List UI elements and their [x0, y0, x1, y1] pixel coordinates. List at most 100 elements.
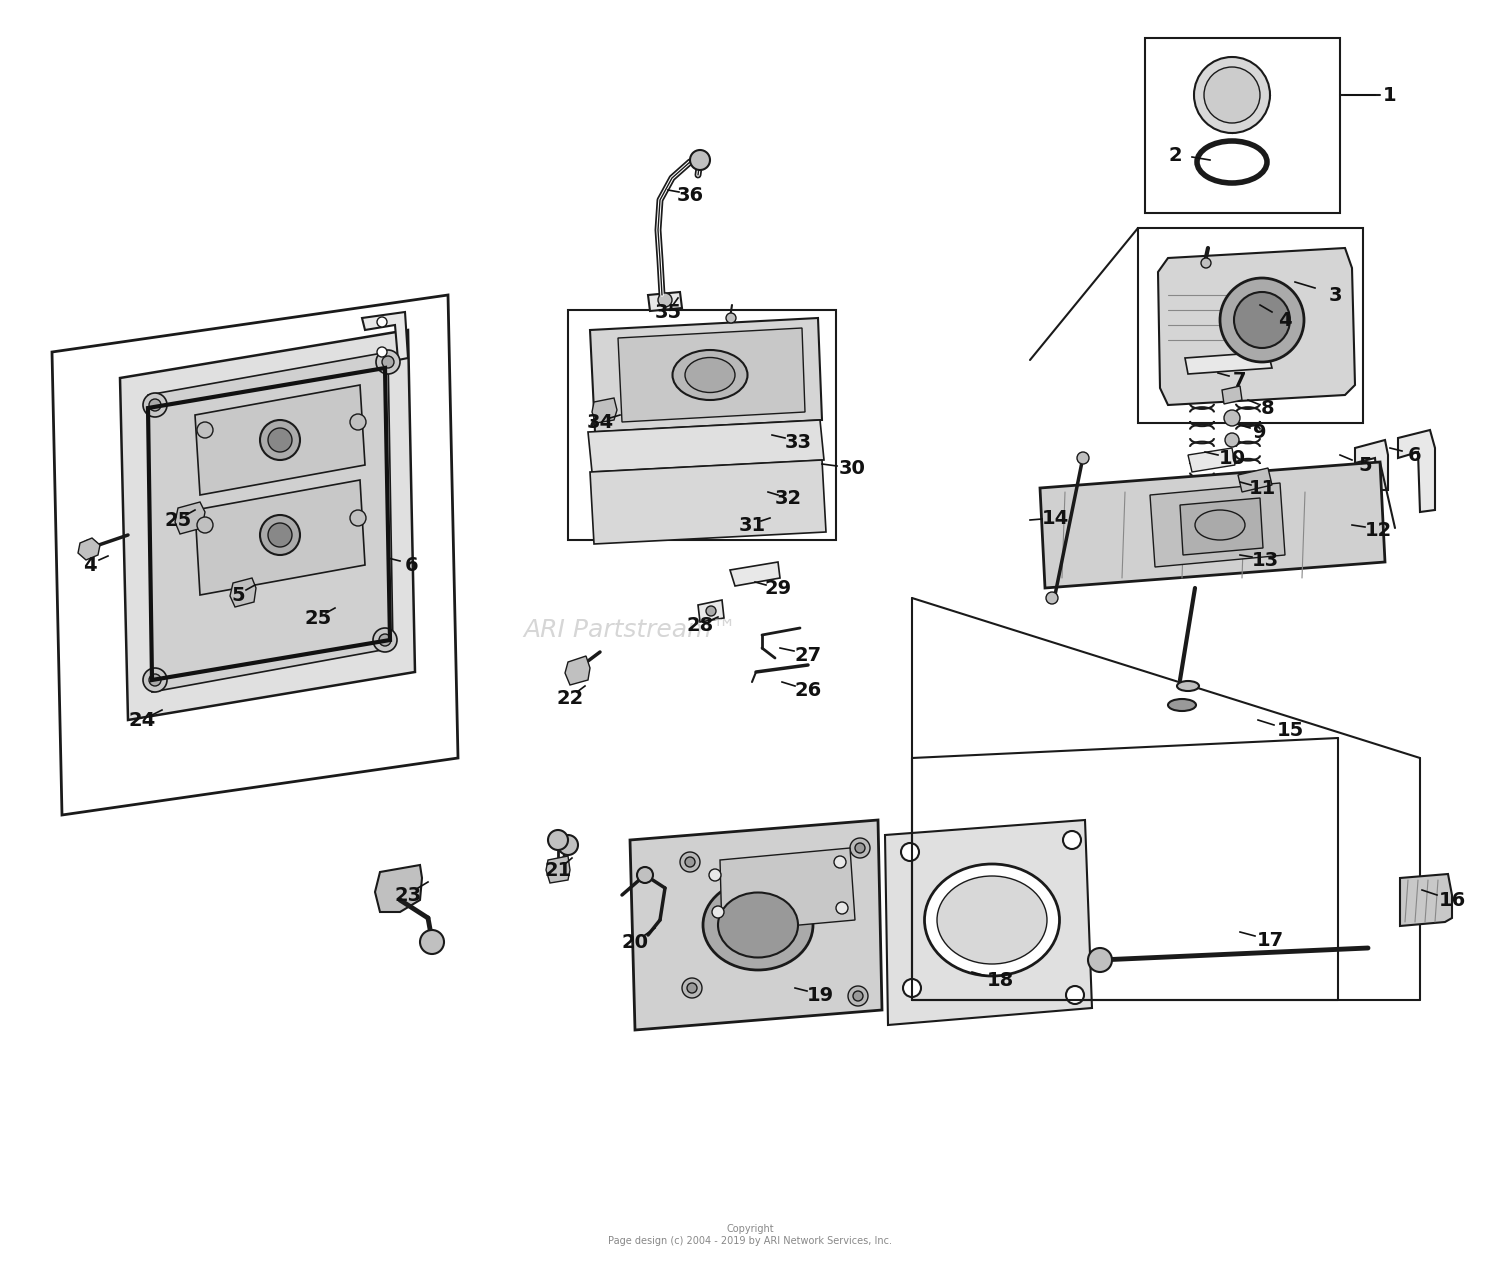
Polygon shape	[885, 820, 1092, 1026]
Text: 5: 5	[231, 586, 244, 604]
Polygon shape	[78, 538, 101, 561]
Circle shape	[726, 313, 736, 324]
Polygon shape	[618, 327, 806, 422]
Text: 12: 12	[1365, 521, 1392, 539]
Circle shape	[556, 859, 568, 871]
Polygon shape	[1185, 513, 1272, 536]
Ellipse shape	[718, 893, 798, 958]
Circle shape	[350, 510, 366, 526]
Circle shape	[350, 414, 366, 431]
Polygon shape	[362, 312, 408, 361]
Ellipse shape	[1196, 510, 1245, 540]
Text: 5: 5	[1358, 456, 1372, 474]
Circle shape	[420, 930, 444, 954]
Ellipse shape	[938, 877, 1047, 964]
Circle shape	[1066, 986, 1084, 1004]
Text: 2: 2	[1168, 145, 1182, 164]
Circle shape	[1224, 410, 1240, 426]
Polygon shape	[1180, 498, 1263, 555]
Text: 9: 9	[1254, 423, 1266, 442]
Text: 8: 8	[1262, 399, 1275, 418]
Circle shape	[710, 869, 722, 882]
Text: 25: 25	[165, 511, 192, 530]
Circle shape	[1064, 831, 1082, 848]
Polygon shape	[720, 848, 855, 933]
Polygon shape	[630, 820, 882, 1029]
Circle shape	[1234, 292, 1290, 348]
Circle shape	[706, 606, 716, 617]
Circle shape	[847, 986, 868, 1006]
Text: 28: 28	[687, 615, 714, 634]
Polygon shape	[588, 420, 824, 471]
Circle shape	[1046, 592, 1058, 604]
Circle shape	[1226, 433, 1239, 447]
Circle shape	[268, 428, 292, 452]
Polygon shape	[1188, 448, 1234, 471]
Ellipse shape	[1168, 699, 1196, 711]
Text: 21: 21	[544, 860, 572, 879]
Polygon shape	[1238, 468, 1272, 492]
Circle shape	[638, 868, 652, 883]
Text: 33: 33	[784, 432, 812, 451]
Polygon shape	[1400, 874, 1452, 926]
Polygon shape	[730, 562, 780, 586]
Bar	[1144, 38, 1340, 213]
Polygon shape	[230, 578, 256, 606]
Text: 35: 35	[654, 302, 681, 321]
Polygon shape	[592, 397, 616, 423]
Circle shape	[548, 829, 568, 850]
Text: ARI Partstream™: ARI Partstream™	[524, 618, 736, 642]
Polygon shape	[1040, 462, 1384, 589]
Text: 10: 10	[1218, 448, 1245, 468]
Circle shape	[558, 834, 578, 855]
Circle shape	[903, 978, 921, 998]
Circle shape	[855, 843, 865, 854]
Circle shape	[382, 355, 394, 368]
Circle shape	[376, 317, 387, 327]
Polygon shape	[120, 330, 416, 720]
Ellipse shape	[704, 880, 813, 970]
Circle shape	[687, 984, 698, 992]
Circle shape	[260, 515, 300, 555]
Text: 22: 22	[556, 688, 584, 707]
Text: 18: 18	[987, 971, 1014, 990]
Circle shape	[142, 668, 166, 692]
Ellipse shape	[686, 358, 735, 392]
Polygon shape	[1185, 352, 1272, 375]
Circle shape	[148, 674, 160, 685]
Text: 32: 32	[774, 488, 801, 507]
Text: 1: 1	[1383, 85, 1396, 104]
Text: 3: 3	[1329, 285, 1341, 304]
Polygon shape	[375, 865, 422, 912]
Circle shape	[853, 991, 862, 1001]
Text: 27: 27	[795, 646, 822, 665]
Ellipse shape	[672, 350, 747, 400]
Circle shape	[268, 524, 292, 547]
Text: Copyright
Page design (c) 2004 - 2019 by ARI Network Services, Inc.: Copyright Page design (c) 2004 - 2019 by…	[608, 1224, 892, 1246]
Polygon shape	[1398, 431, 1435, 512]
Circle shape	[1204, 68, 1260, 124]
Text: 6: 6	[405, 555, 418, 575]
Circle shape	[1220, 278, 1304, 362]
Circle shape	[690, 150, 709, 169]
Text: 29: 29	[765, 578, 792, 598]
Text: 31: 31	[738, 516, 765, 535]
Ellipse shape	[1178, 682, 1198, 691]
Bar	[568, 310, 836, 540]
Circle shape	[196, 517, 213, 533]
Polygon shape	[698, 600, 724, 622]
Text: 17: 17	[1257, 930, 1284, 949]
Circle shape	[376, 350, 400, 375]
Circle shape	[260, 420, 300, 460]
Polygon shape	[1354, 440, 1388, 490]
Circle shape	[1088, 948, 1112, 972]
Polygon shape	[1158, 248, 1354, 405]
Text: 4: 4	[82, 555, 98, 575]
Circle shape	[1194, 57, 1270, 132]
Circle shape	[380, 634, 392, 646]
Polygon shape	[176, 502, 206, 534]
Text: 30: 30	[839, 459, 866, 478]
Circle shape	[680, 852, 700, 871]
Circle shape	[148, 399, 160, 412]
Text: 16: 16	[1438, 891, 1466, 910]
